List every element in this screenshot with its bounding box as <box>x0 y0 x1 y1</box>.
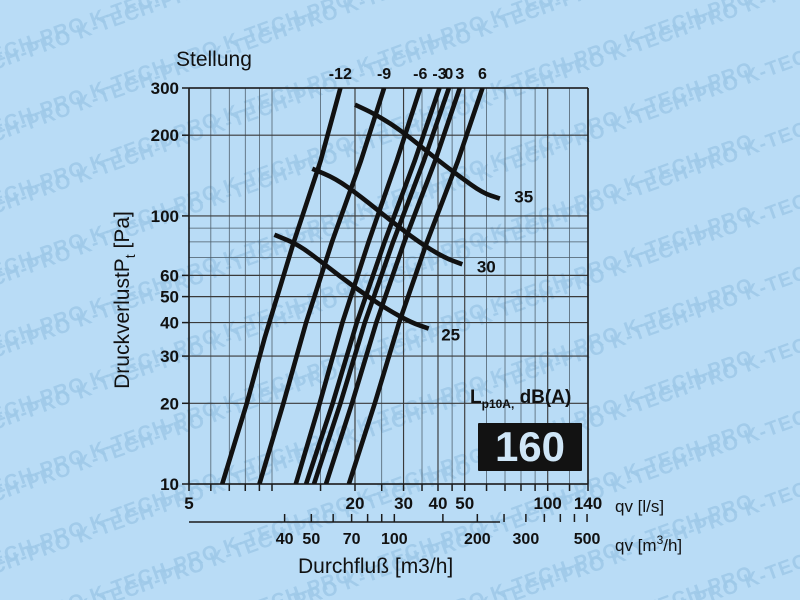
x-unit-bottom-post: /h] <box>663 536 682 555</box>
stellung-label: -3 <box>432 66 446 83</box>
x-axis-top-ticks <box>188 484 589 491</box>
y-tick-label: 300 <box>151 79 179 98</box>
x-tick-label-ls: 140 <box>574 494 602 513</box>
legend-label-sub: p10A, <box>482 397 515 411</box>
stellung-label: 0 <box>444 66 453 83</box>
x-tick-label-ls: 40 <box>429 494 448 513</box>
x-unit-bottom-sup: 3 <box>657 533 664 547</box>
x-tick-label-ls: 20 <box>346 494 365 513</box>
x-axis-bottom-labels: 40 50 70 100 200 300 500 <box>276 531 601 548</box>
noise-curve <box>273 232 430 331</box>
y-axis-title: DruckverlustPt [Pa] <box>111 211 138 389</box>
y-tick-label: 50 <box>160 288 179 307</box>
stellung-label: -9 <box>377 66 391 83</box>
legend-title: Lp10A, dB(A) <box>470 387 571 411</box>
x-tick-label-m3h: 50 <box>302 531 320 548</box>
y-tick-label: 60 <box>160 266 179 285</box>
y-tick-label: 10 <box>160 475 179 494</box>
x-tick-label-ls: 5 <box>184 494 193 513</box>
stellung-label: 6 <box>478 66 487 83</box>
y-axis-ticks <box>182 87 189 485</box>
x-unit-bottom-pre: qv [m <box>615 536 657 555</box>
y-tick-label: 100 <box>151 207 179 226</box>
stellung-curve <box>257 88 387 484</box>
stellung-title: Stellung <box>176 48 252 71</box>
x-axis-top-labels: 5 20 30 40 50 100 140 <box>184 494 602 513</box>
legend-label-unit: dB(A) <box>520 387 572 408</box>
stellung-label: 3 <box>455 66 464 83</box>
x-unit-top-label: qv [l/s] <box>615 497 664 516</box>
noise-curve-labels: 25 30 35 <box>441 188 533 345</box>
x-tick-label-m3h: 500 <box>574 531 601 548</box>
svg-text:DruckverlustPt [Pa]: DruckverlustPt [Pa] <box>111 211 138 389</box>
noise-curve <box>311 166 464 267</box>
y-axis-title-main: DruckverlustP <box>111 258 134 389</box>
x-tick-label-m3h: 100 <box>381 531 408 548</box>
curve-group <box>219 88 501 484</box>
x-tick-label-m3h: 40 <box>276 531 294 548</box>
stellung-curve-labels: -12 -9 -6 -30 3 6 <box>329 66 487 83</box>
stellung-curve <box>293 88 423 484</box>
x-tick-label-m3h: 70 <box>343 531 361 548</box>
x-tick-label-m3h: 200 <box>464 531 491 548</box>
x-tick-label-ls: 100 <box>534 494 562 513</box>
stellung-curve <box>323 88 462 484</box>
y-tick-label: 40 <box>160 314 179 333</box>
badge-value: 160 <box>495 423 565 470</box>
y-axis-title-sub: t <box>122 254 138 258</box>
y-tick-label: 20 <box>160 394 179 413</box>
x-unit-bottom-label: qv [m3/h] <box>615 533 682 555</box>
x-axis-title: Durchfluß [m3/h] <box>298 555 453 578</box>
stellung-curve <box>303 88 442 484</box>
badge-box <box>478 423 582 471</box>
noise-label: 30 <box>477 257 496 276</box>
curves-clip <box>219 88 501 484</box>
x-tick-label-ls: 30 <box>394 494 413 513</box>
stellung-label: -6 <box>413 66 427 83</box>
y-tick-label: 200 <box>151 126 179 145</box>
x-tick-label-ls: 50 <box>455 494 474 513</box>
noise-label: 35 <box>514 188 533 207</box>
x-axis-bottom <box>189 514 588 523</box>
stellung-curve <box>219 88 343 484</box>
y-axis-title-unit: [Pa] <box>111 211 134 254</box>
noise-label: 25 <box>441 326 460 345</box>
y-tick-label: 30 <box>160 347 179 366</box>
stellung-curve <box>311 88 452 484</box>
x-tick-label-m3h: 300 <box>513 531 540 548</box>
stellung-curve <box>346 88 485 484</box>
y-axis-tick-labels: 10 20 30 40 50 60 100 200 300 <box>151 79 179 494</box>
stellung-label: -12 <box>329 66 352 83</box>
noise-curve <box>354 102 501 201</box>
legend-label-main: L <box>470 387 482 408</box>
